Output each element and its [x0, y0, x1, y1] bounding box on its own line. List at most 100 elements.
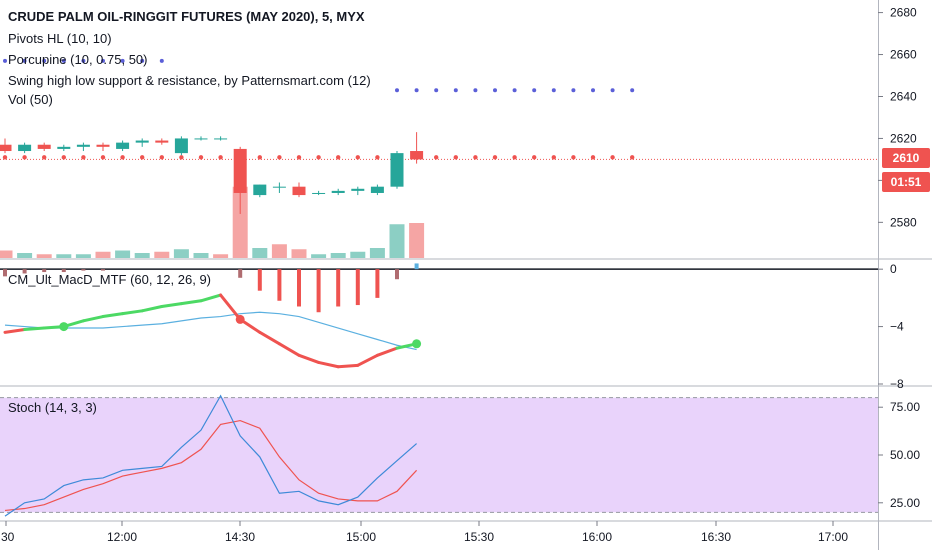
pivot-dot [61, 155, 66, 160]
macd-histogram-bar [22, 269, 27, 274]
volume-bar [115, 250, 131, 258]
pivot-dot [551, 155, 556, 160]
price-axis-label: 2620 [890, 131, 917, 145]
resistance-dot [81, 58, 86, 63]
stoch-band-fill [0, 397, 878, 513]
volume-bar [193, 253, 209, 258]
candle-body [135, 140, 149, 143]
macd-histogram-bar [297, 269, 301, 307]
resistance-dot [532, 88, 537, 93]
indicator-legend-volume: Vol (50) [8, 92, 53, 107]
volume-bar [291, 249, 307, 258]
macd-axis-label: 0 [890, 262, 897, 276]
pivot-dot [590, 155, 596, 160]
stoch-pane [0, 394, 878, 517]
volume-bar [409, 223, 425, 258]
pivot-dot [571, 155, 576, 160]
price-axis-label: 2680 [890, 6, 917, 20]
candle-body [370, 186, 384, 193]
macd-line-segment [317, 360, 340, 369]
stoch-axis-label: 75.00 [890, 400, 920, 414]
pivot-dot [434, 155, 439, 160]
macd-line-segment [277, 342, 301, 357]
resistance-dot [571, 88, 576, 93]
macd-cross-dot [412, 339, 422, 349]
resistance-dot [61, 58, 66, 63]
stoch-d-line [4, 419, 418, 512]
volume-bar [271, 244, 287, 258]
volume-bar [232, 186, 248, 258]
volume-bar [389, 224, 405, 258]
candle-body [116, 142, 130, 149]
macd-histogram-bar [61, 269, 66, 273]
macd-line-segment [23, 326, 46, 331]
resistance-dot [42, 58, 47, 63]
candle-body [37, 144, 51, 149]
resistance-dot [551, 88, 556, 93]
resistance-dot [414, 88, 419, 93]
time-axis-label: :30 [0, 530, 15, 544]
resistance-dot [591, 88, 595, 93]
resistance-dot [3, 58, 7, 63]
macd-line-segment [258, 330, 281, 346]
price-axis-label: 2660 [890, 48, 917, 62]
pivot-dot [140, 155, 145, 160]
pivot-dot [120, 155, 125, 160]
pivot-dot [532, 155, 537, 160]
pivot-dot [512, 155, 517, 160]
macd-axis-label: −4 [890, 320, 904, 334]
macd-histogram-bar [3, 269, 7, 277]
macd-line-segment [81, 315, 105, 323]
time-axis-label: 16:30 [701, 530, 731, 544]
resistance-dot [630, 88, 635, 93]
candle-body [57, 146, 71, 149]
candle-body [331, 190, 345, 193]
macd-histogram-bar [395, 269, 399, 280]
time-axis-label: 17:00 [818, 530, 848, 544]
candle-body [272, 186, 286, 188]
candle-body [174, 138, 188, 154]
indicator-legend-pivots: Pivots HL (10, 10) [8, 31, 112, 46]
pivot-dot [296, 155, 302, 160]
macd-line-segment [160, 302, 183, 308]
resistance-dot [493, 88, 497, 93]
volume-bar [330, 253, 346, 258]
resistance-dot [395, 88, 399, 93]
time-axis-label: 14:30 [225, 530, 255, 544]
stoch-axis-label: 25.00 [890, 496, 920, 510]
time-axis-label: 12:00 [107, 530, 137, 544]
macd-line-segment [199, 293, 223, 303]
pivot-dot [2, 155, 8, 160]
resistance-dot [159, 58, 164, 63]
pivot-dot [355, 155, 360, 160]
current-price-tag: 2610 [882, 148, 930, 168]
macd-signal-line [4, 311, 417, 351]
pivot-dot [81, 155, 86, 160]
candle-body [233, 148, 247, 193]
volume-bar [95, 251, 111, 258]
pivot-dot [198, 155, 204, 160]
stoch-legend: Stoch (14, 3, 3) [8, 400, 97, 415]
resistance-dot [22, 58, 27, 63]
macd-histogram-bar [238, 269, 243, 278]
pivot-dot [42, 155, 47, 160]
resistance-dot [610, 88, 615, 93]
resistance-dot [120, 58, 125, 63]
macd-histogram-bar [101, 269, 105, 271]
pivot-dot [453, 155, 458, 160]
candle-body [76, 144, 90, 147]
macd-histogram-bar [42, 269, 47, 273]
volume-bar [173, 249, 189, 258]
volume-bar [154, 251, 170, 258]
candle-body [292, 186, 306, 196]
volume-bar [36, 254, 52, 258]
macd-legend: CM_Ult_MacD_MTF (60, 12, 26, 9) [8, 272, 212, 287]
time-axis-label: 16:00 [582, 530, 612, 544]
macd-histogram-bar [336, 269, 341, 307]
pivot-dot [22, 155, 27, 160]
macd-histogram-bar [277, 269, 282, 301]
pivot-dot [630, 155, 635, 160]
price-axis-label: 2580 [890, 215, 917, 229]
